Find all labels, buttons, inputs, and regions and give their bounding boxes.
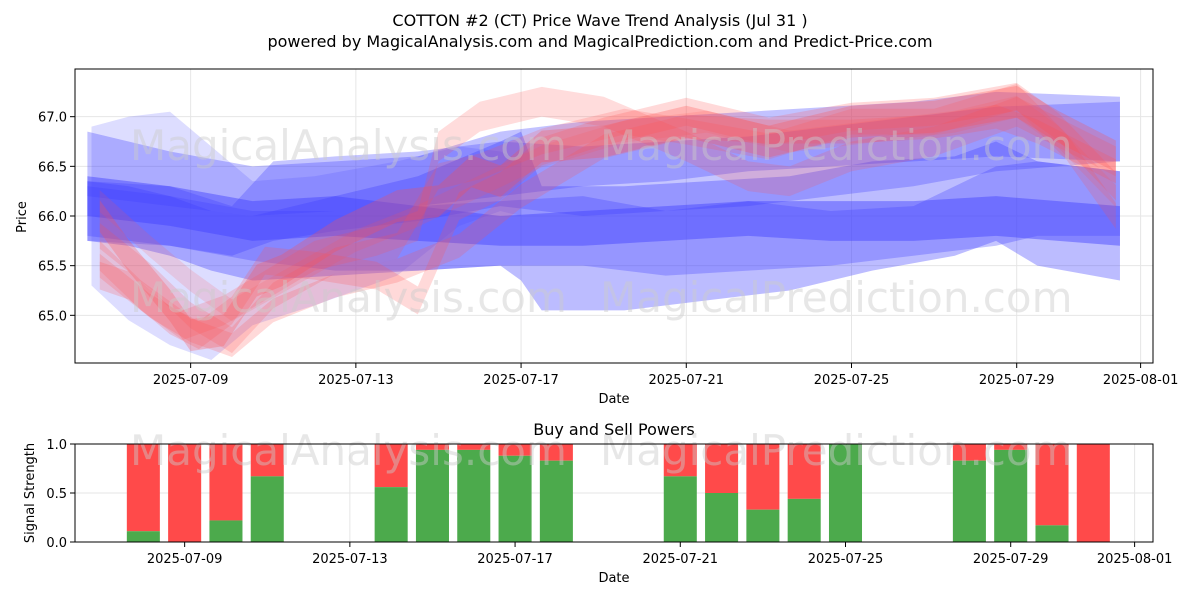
signal-x-tick-label: 2025-07-29: [973, 552, 1049, 567]
price-x-tick-label: 2025-07-13: [318, 373, 394, 388]
sell-bar-10: [705, 444, 739, 493]
buy-bar-14: [952, 460, 986, 542]
signal-y-tick-label: 1.0: [46, 438, 67, 453]
watermark-analysis-top-1: MagicalAnalysis.com: [130, 121, 567, 170]
watermark-analysis-top-2: MagicalAnalysis.com: [130, 273, 567, 322]
price-x-label: Date: [598, 392, 629, 407]
signal-x-tick-label: 2025-07-25: [808, 552, 884, 567]
signal-x-axis: 2025-07-09 2025-07-13 2025-07-17 2025-07-21…: [147, 542, 1173, 567]
blue-wave-band-0: [87, 91, 1120, 216]
red-wave-band-1: [99, 82, 1116, 350]
sell-bar-11: [746, 444, 780, 510]
buy-bar-2: [209, 520, 243, 542]
buy-bar-6: [457, 449, 491, 542]
price-panel: MagicalAnalysis.com MagicalPrediction.co…: [15, 68, 1179, 407]
buy-bar-5: [415, 449, 449, 542]
sell-bar-3: [250, 444, 284, 477]
sell-bar-17: [1076, 444, 1110, 542]
price-grid: [75, 69, 1153, 363]
sell-bar-15: [994, 444, 1028, 450]
sell-bar-7: [498, 444, 532, 456]
blue-wave-band-2: [87, 131, 1120, 311]
buy-bar-8: [539, 460, 573, 542]
sell-bar-0: [126, 444, 160, 532]
price-x-axis: 2025-07-09 2025-07-13 2025-07-17 2025-07-21…: [153, 363, 1179, 388]
sell-bar-1: [168, 444, 202, 542]
watermark-analysis-bottom: MagicalAnalysis.com: [130, 426, 567, 475]
red-wave-band-2: [99, 86, 1116, 341]
sell-bar-16: [1035, 444, 1069, 526]
signal-x-label: Date: [598, 571, 629, 586]
signal-x-tick-label: 2025-07-09: [147, 552, 223, 567]
signal-x-tick-label: 2025-07-13: [312, 552, 388, 567]
sell-bar-6: [457, 444, 491, 450]
signal-y-axis: 0.0 0.5 1.0: [46, 438, 75, 551]
watermark-prediction-bottom: MagicalPrediction.com: [600, 426, 1073, 475]
sell-bar-4: [374, 444, 408, 488]
signal-x-tick-label: 2025-07-21: [642, 552, 718, 567]
signal-y-label: Signal Strength: [23, 443, 38, 543]
price-x-tick-label: 2025-07-09: [153, 373, 229, 388]
red-wave-band-0: [99, 85, 1116, 352]
chart-title: COTTON #2 (CT) Price Wave Trend Analysis…: [392, 11, 807, 30]
buy-bar-3: [250, 476, 284, 542]
price-x-tick-label: 2025-08-01: [1103, 373, 1179, 388]
signal-y-tick-label: 0.5: [46, 487, 67, 502]
price-y-axis: 65.0 65.5 66.0 66.5 67.0: [38, 111, 75, 324]
buy-bar-16: [1035, 525, 1069, 542]
signal-y-tick-label: 0.0: [46, 536, 67, 551]
blue-wave-band-1: [87, 101, 1120, 256]
price-y-tick-label: 67.0: [38, 111, 67, 126]
red-wave-band-5: [99, 95, 1116, 322]
red-wave-band-3: [99, 83, 1116, 354]
price-x-tick-label: 2025-07-25: [814, 373, 890, 388]
buy-bar-13: [828, 444, 863, 542]
price-x-tick-label: 2025-07-17: [483, 373, 559, 388]
price-y-tick-label: 65.5: [38, 260, 67, 275]
price-x-tick-label: 2025-07-29: [979, 373, 1055, 388]
buy-bar-9: [663, 476, 697, 542]
signal-x-tick-label: 2025-08-01: [1097, 552, 1173, 567]
buy-bar-15: [994, 449, 1028, 542]
price-y-label: Price: [15, 201, 30, 233]
sell-bar-8: [539, 444, 573, 461]
price-x-tick-label: 2025-07-21: [648, 373, 724, 388]
buy-bar-0: [126, 531, 160, 542]
price-y-tick-label: 65.0: [38, 309, 67, 324]
blue-wave-band-4: [87, 176, 1120, 246]
watermark-prediction-top-2: MagicalPrediction.com: [600, 273, 1073, 322]
blue-wave-band-3: [87, 161, 1120, 276]
sell-bar-2: [209, 444, 243, 521]
buy-bar-4: [374, 487, 408, 542]
sell-bar-14: [952, 444, 986, 461]
sell-bar-5: [415, 444, 449, 450]
sell-bar-9: [663, 444, 697, 477]
red-wave-band-4: [99, 104, 1116, 358]
watermark-prediction-top-1: MagicalPrediction.com: [600, 121, 1073, 170]
signal-title: Buy and Sell Powers: [533, 420, 695, 439]
price-y-tick-label: 66.0: [38, 210, 67, 225]
signal-panel: Buy and Sell Powers MagicalAnalysis.com …: [23, 420, 1172, 586]
price-y-tick-label: 66.5: [38, 160, 67, 175]
sell-bar-12: [787, 444, 821, 499]
buy-bar-12: [787, 498, 821, 542]
chart-subtitle: powered by MagicalAnalysis.com and Magic…: [267, 32, 932, 51]
blue-wave-band-5: [91, 111, 522, 361]
buy-bar-10: [705, 493, 739, 542]
signal-x-tick-label: 2025-07-17: [477, 552, 553, 567]
signal-bars: [126, 444, 1110, 542]
buy-bar-7: [498, 455, 532, 542]
buy-bar-11: [746, 509, 780, 542]
wave-bands: [87, 82, 1120, 361]
